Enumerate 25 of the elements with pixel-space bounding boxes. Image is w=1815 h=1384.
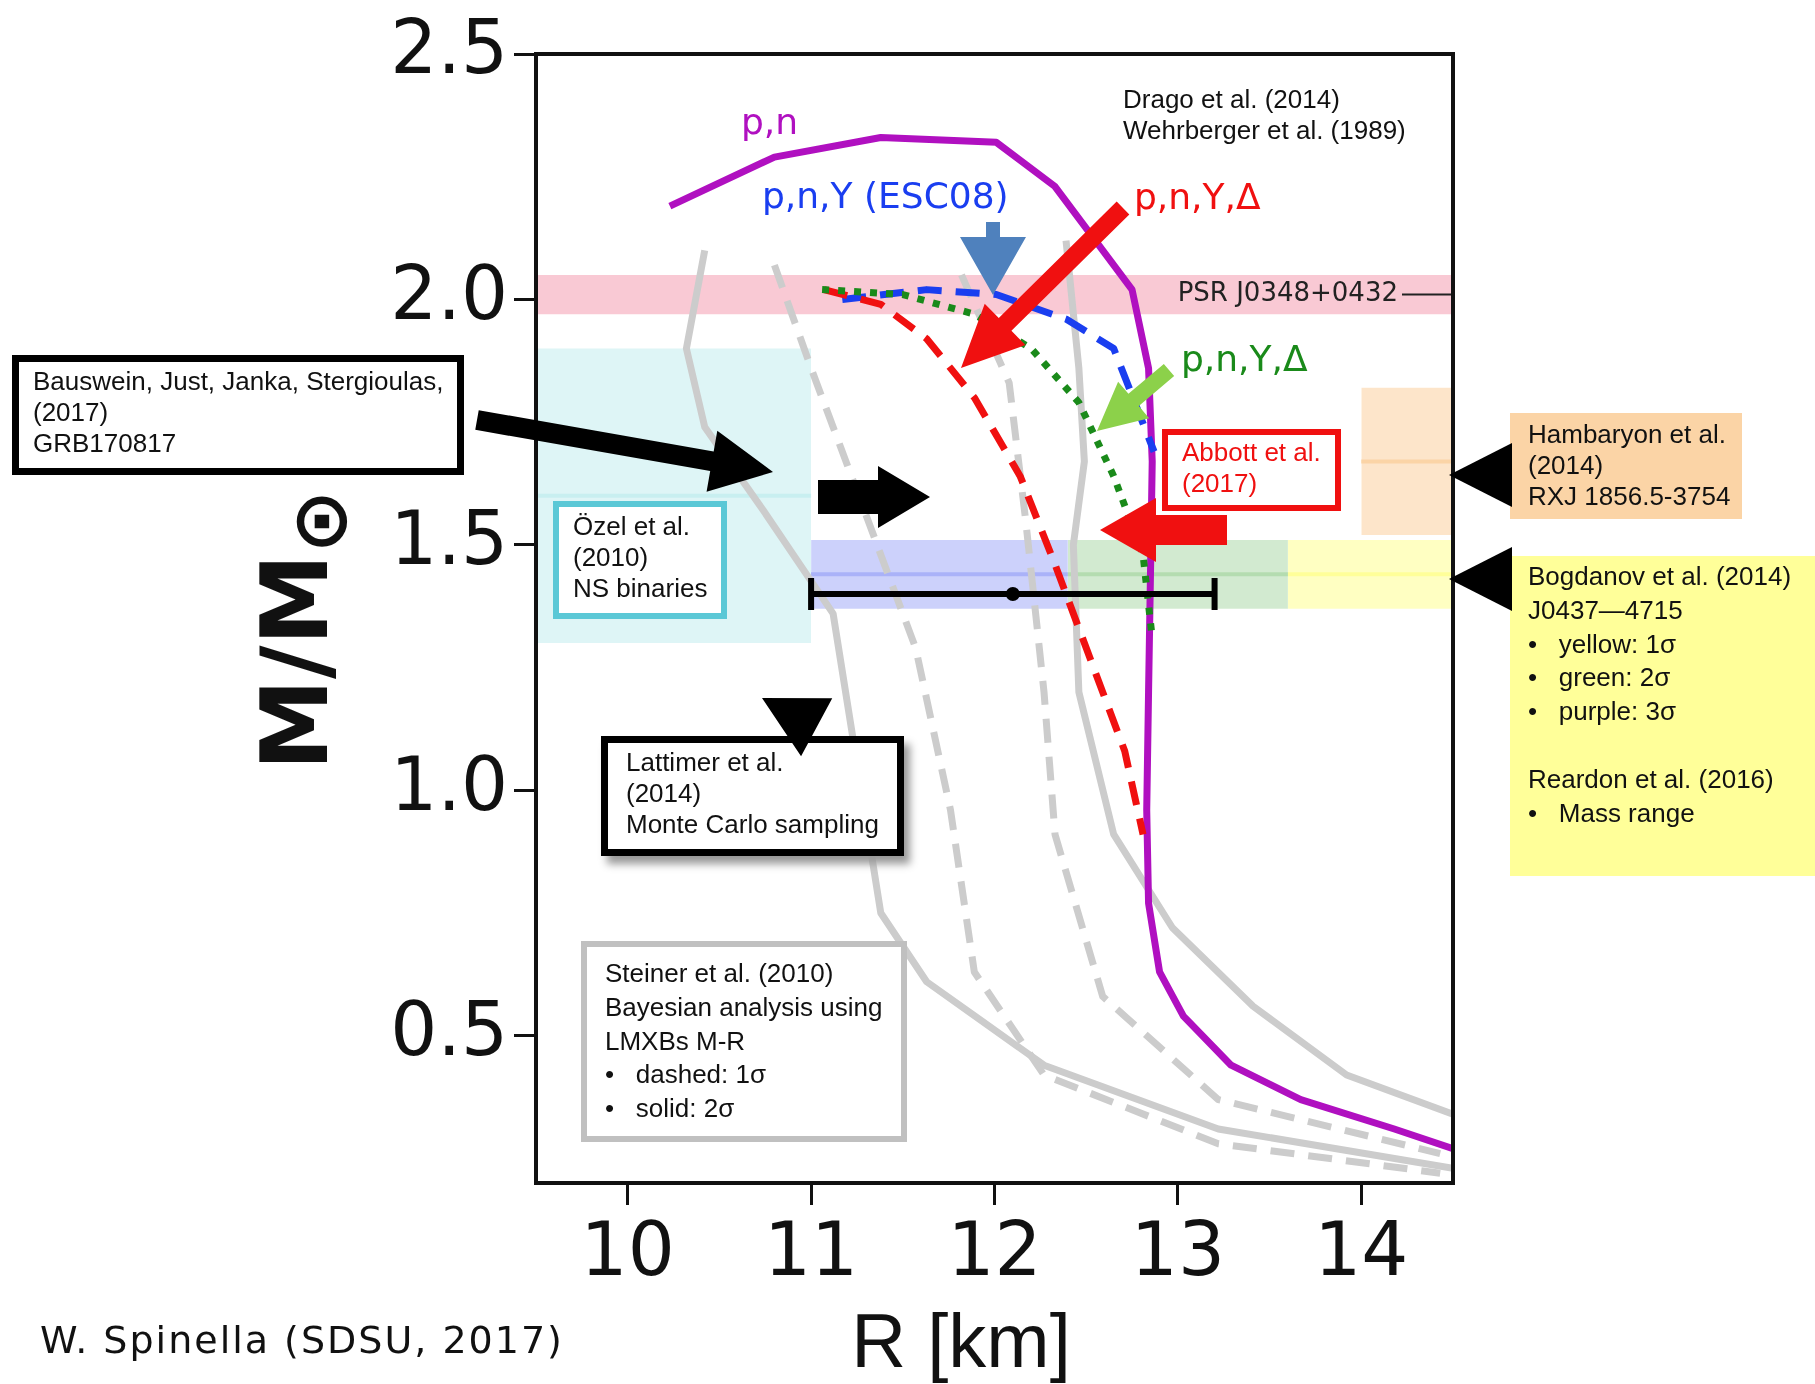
- text: p,n,Y,Δ: [1181, 338, 1308, 380]
- x-tick-label: 11: [764, 1205, 859, 1292]
- y-tick-label: 2.0: [390, 249, 508, 336]
- annotation: Abbott et al. (2017): [1162, 429, 1341, 512]
- annotation: Lattimer et al. (2014) Monte Carlo sampling: [601, 736, 904, 856]
- y-tick-label: 2.5: [390, 4, 508, 91]
- text: W. Spinella (SDSU, 2017): [40, 1318, 564, 1364]
- text: Bogdanov et al. (2014) J0437—4715 • yellow: 1σ • green: 2σ • purple: 3σ Reardon et al. (2016) • Mass range: [1528, 561, 1792, 828]
- x-tick-label: 12: [947, 1205, 1042, 1292]
- text: Bauswein, Just, Janka, Stergioulas, (2017) GRB170817: [12, 355, 465, 475]
- annotation: Steiner et al. (2010) Bayesian analysis using LMXBs M-R • dashed: 1σ • solid: 2σ: [581, 941, 907, 1142]
- x-axis-title: R [km]: [851, 1296, 1071, 1384]
- x-tick-label: 13: [1130, 1205, 1225, 1292]
- annotation: Özel et al. (2010) NS binaries: [553, 501, 728, 619]
- y-tick-label: 1.0: [390, 740, 508, 827]
- annotation: Drago et al. (2014) Wehrberger et al. (1989): [1123, 84, 1406, 147]
- y-tick-label: 1.5: [390, 495, 508, 582]
- text: p,n,Y,Δ: [1134, 176, 1261, 218]
- text: p,n,Y (ESC08): [762, 175, 1009, 217]
- band-label: PSR J0348+0432: [1177, 277, 1398, 308]
- x-tick-label: 14: [1314, 1205, 1409, 1292]
- x-tick-label: 10: [580, 1205, 675, 1292]
- series-label: p,n: [741, 101, 799, 143]
- text: Hambaryon et al. (2014) RXJ 1856.5-3754: [1510, 413, 1743, 519]
- y-tick-label: 0.5: [390, 985, 508, 1072]
